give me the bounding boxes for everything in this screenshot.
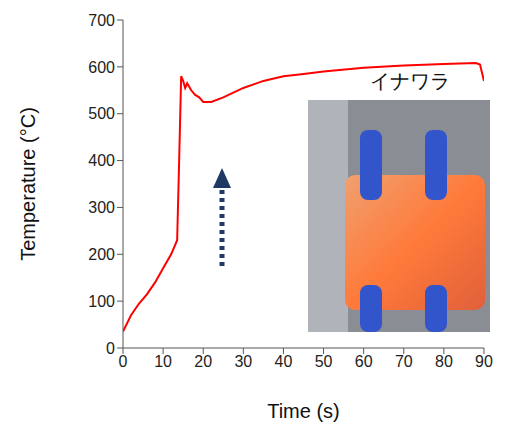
html-text:イナワラ: イナワラ bbox=[370, 70, 450, 92]
svg-text:80: 80 bbox=[435, 353, 453, 370]
svg-text:400: 400 bbox=[88, 152, 115, 169]
svg-text:500: 500 bbox=[88, 105, 115, 122]
svg-text:10: 10 bbox=[154, 353, 172, 370]
svg-text:20: 20 bbox=[194, 353, 212, 370]
svg-text:70: 70 bbox=[395, 353, 413, 370]
svg-text:700: 700 bbox=[88, 12, 115, 29]
svg-text:0: 0 bbox=[119, 353, 128, 370]
svg-text:60: 60 bbox=[355, 353, 373, 370]
svg-text:100: 100 bbox=[88, 293, 115, 310]
svg-text:300: 300 bbox=[88, 199, 115, 216]
svg-text:50: 50 bbox=[315, 353, 333, 370]
svg-text:30: 30 bbox=[234, 353, 252, 370]
svg-text:Time (s): Time (s) bbox=[267, 400, 340, 422]
svg-text:200: 200 bbox=[88, 246, 115, 263]
svg-text:90: 90 bbox=[475, 353, 493, 370]
svg-text:600: 600 bbox=[88, 59, 115, 76]
svg-text:40: 40 bbox=[275, 353, 293, 370]
svg-text:0: 0 bbox=[106, 340, 115, 357]
svg-text:Temperature (°C): Temperature (°C) bbox=[17, 107, 39, 261]
